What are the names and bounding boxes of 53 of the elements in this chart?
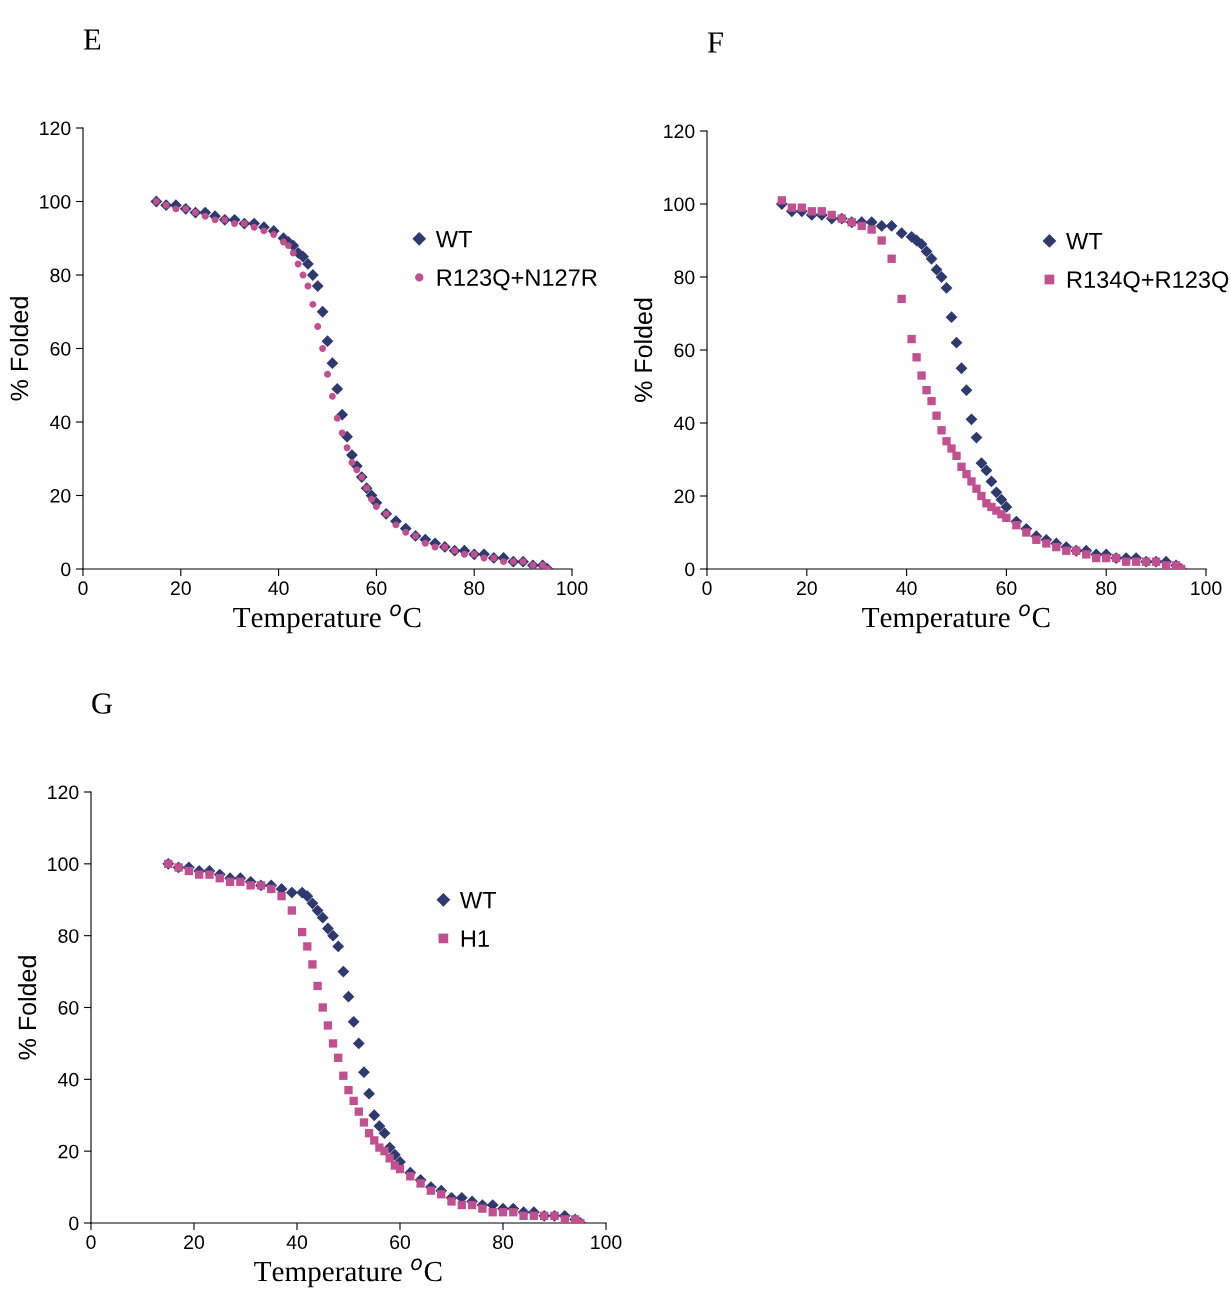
y-tick-label: 40 [58,1072,79,1087]
legend-label: R134Q+R123Q [1067,271,1229,293]
y-tick-label: 0 [685,562,695,577]
y-tick-label: 60 [58,1000,79,1015]
legend-label: WT [459,891,497,909]
y-tick-label: 80 [50,268,71,283]
x-tick-label: 20 [170,581,191,596]
y-tick-label: 60 [50,341,71,356]
y-tick-label: 100 [48,857,79,872]
y-tick-label: 40 [674,416,695,431]
x-tick-label: 40 [286,1235,308,1250]
x-tick-label: 60 [366,581,387,596]
chart-title: E [83,29,101,50]
x-tick-label: 0 [86,1235,96,1250]
x-tick-label: 80 [1096,581,1117,596]
y-tick-label: 0 [69,1216,79,1231]
chart-title: G [92,693,113,714]
y-tick-label: 0 [61,562,71,577]
x-tick-label: 20 [796,581,817,596]
y-tick-label: 20 [58,1144,79,1159]
legend-label: R123Q+N127R [437,269,597,291]
x-tick-label: 0 [702,581,712,596]
x-tick-label: 80 [493,1235,514,1250]
y-tick-label: 20 [674,489,695,504]
x-axis-title: Temperature $^{o}$C [862,604,1050,634]
x-tick-label: 100 [1191,581,1222,596]
x-axis-title: Temperature $^{o}$C [254,1258,442,1288]
y-tick-label: 80 [674,270,695,285]
legend-label: WT [1066,232,1103,250]
y-tick-label: 20 [50,488,71,503]
y-tick-label: 60 [674,343,695,358]
y-tick-label: 100 [40,194,71,209]
x-tick-label: 40 [268,581,289,596]
y-axis-title: % Folded [633,298,653,402]
x-tick-label: 60 [390,1235,411,1250]
x-axis-title: Temperature $^{o}$C [233,604,421,634]
y-axis-title: % Folded [17,956,37,1060]
y-tick-label: 80 [58,929,79,943]
y-tick-label: 120 [48,785,79,800]
y-tick-label: 40 [50,415,71,430]
chart-title: F [707,32,723,53]
y-tick-label: 100 [664,197,695,212]
x-tick-label: 80 [464,581,485,596]
y-tick-label: 120 [40,121,71,136]
x-tick-label: 20 [184,1235,205,1250]
x-tick-label: 60 [996,581,1017,596]
y-tick-label: 120 [664,124,695,139]
y-axis-title: % Folded [9,297,29,401]
x-tick-label: 100 [591,1235,622,1250]
legend-label: H1 [461,930,489,947]
x-tick-label: 100 [557,581,588,596]
legend-label: WT [435,230,472,248]
x-tick-label: 40 [896,581,917,596]
